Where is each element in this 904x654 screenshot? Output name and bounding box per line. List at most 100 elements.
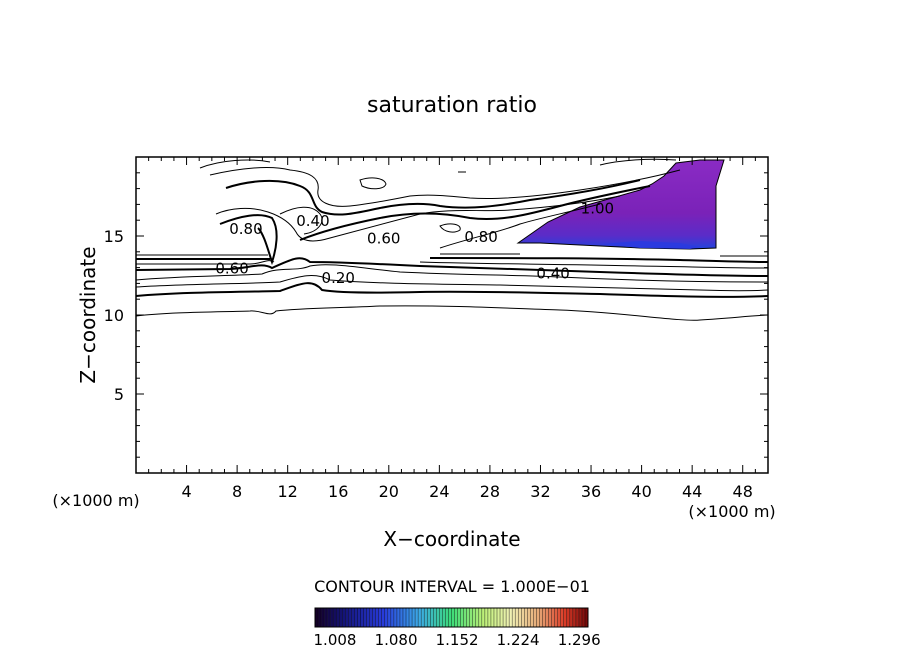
- colorbar-swatch: [466, 608, 470, 627]
- colorbar-swatch: [554, 608, 558, 627]
- colorbar-swatch: [390, 608, 394, 627]
- colorbar-swatch: [396, 608, 400, 627]
- x-tick-label: 36: [581, 482, 601, 501]
- colorbar-swatch: [369, 608, 373, 627]
- colorbar-swatch: [399, 608, 403, 627]
- colorbar-swatch: [357, 608, 361, 627]
- colorbar-swatch: [315, 608, 319, 627]
- y-tick-label: 5: [114, 385, 124, 404]
- colorbar-swatch: [515, 608, 519, 627]
- colorbar-swatch: [497, 608, 501, 627]
- colorbar-swatch: [445, 608, 449, 627]
- contour-lines: [136, 158, 768, 321]
- colorbar-swatch: [566, 608, 570, 627]
- deep-blue-band: [600, 241, 700, 249]
- x-tick-label: 16: [328, 482, 348, 501]
- colorbar-swatch: [509, 608, 513, 627]
- contour-value-label: 0.60: [215, 260, 248, 278]
- colorbar-tick-label: 1.224: [497, 631, 540, 649]
- colorbar-swatch: [575, 608, 579, 627]
- colorbar-swatch: [454, 608, 458, 627]
- colorbar-swatch: [506, 608, 510, 627]
- contour-value-label: 0.20: [322, 269, 355, 287]
- x-axis-title: X−coordinate: [383, 527, 520, 551]
- colorbar-swatch: [503, 608, 507, 627]
- contour-value-label: 0.80: [229, 220, 262, 238]
- colorbar-swatch: [442, 608, 446, 627]
- colorbar-swatch: [548, 608, 552, 627]
- contour-interval-text: CONTOUR INTERVAL = 1.000E−01: [314, 577, 590, 596]
- colorbar-tick-label: 1.296: [558, 631, 601, 649]
- colorbar-swatch: [339, 608, 343, 627]
- colorbar-swatch: [472, 608, 476, 627]
- colorbar-swatch: [436, 608, 440, 627]
- colorbar-swatch: [469, 608, 473, 627]
- colorbar-swatch: [333, 608, 337, 627]
- colorbar-tick-label: 1.008: [314, 631, 357, 649]
- colorbar-swatch: [533, 608, 537, 627]
- colorbar-swatch: [378, 608, 382, 627]
- colorbar-tick-labels: 1.008 1.080 1.152 1.224 1.296: [314, 631, 601, 649]
- colorbar-swatch: [402, 608, 406, 627]
- colorbar-swatch: [572, 608, 576, 627]
- colorbar-swatch: [439, 608, 443, 627]
- contour-value-label: 0.60: [367, 230, 400, 248]
- colorbar-swatch: [375, 608, 379, 627]
- x-tick-label: 28: [480, 482, 500, 501]
- colorbar-swatch: [418, 608, 422, 627]
- colorbar-swatch: [384, 608, 388, 627]
- y-axis-tick-labels: 5 10 15: [104, 227, 124, 404]
- x-tick-label: 8: [232, 482, 242, 501]
- x-tick-label: 32: [530, 482, 550, 501]
- colorbar-swatch: [490, 608, 494, 627]
- colorbar-swatch: [557, 608, 561, 627]
- colorbar-swatch: [321, 608, 325, 627]
- colorbar-swatch: [518, 608, 522, 627]
- colorbar-swatch: [393, 608, 397, 627]
- colorbar-swatch: [409, 608, 413, 627]
- colorbar-swatch: [457, 608, 461, 627]
- colorbar-swatch: [336, 608, 340, 627]
- colorbar-swatch: [351, 608, 355, 627]
- colorbar-swatch: [430, 608, 434, 627]
- x-tick-label: 44: [682, 482, 702, 501]
- x-axis-tick-labels: 4 8 12 16 20 24 28 32 36 40 44 48: [181, 482, 752, 501]
- x-tick-label: 24: [429, 482, 449, 501]
- colorbar-swatch: [542, 608, 546, 627]
- colorbar-swatch: [578, 608, 582, 627]
- colorbar-swatch: [584, 608, 588, 627]
- x-tick-label: 12: [278, 482, 298, 501]
- colorbar-frame: [314, 607, 589, 628]
- colorbar-swatch: [481, 608, 485, 627]
- colorbar-swatch: [512, 608, 516, 627]
- x-unit-label-right: (×1000 m): [688, 502, 775, 521]
- colorbar-swatch: [484, 608, 488, 627]
- colorbar-tick-label: 1.152: [436, 631, 479, 649]
- colorbar-swatch: [354, 608, 358, 627]
- colorbar-swatch: [433, 608, 437, 627]
- colorbar-swatch: [415, 608, 419, 627]
- colorbar-swatch: [460, 608, 464, 627]
- colorbar-swatch: [451, 608, 455, 627]
- contour-value-label: 1.00: [581, 200, 614, 218]
- axis-ticks: [136, 157, 768, 473]
- colorbar-swatch: [551, 608, 555, 627]
- x-tick-label: 4: [181, 482, 191, 501]
- colorbar-swatch: [412, 608, 416, 627]
- colorbar-swatch: [463, 608, 467, 627]
- colorbar-swatch: [387, 608, 391, 627]
- colorbar-swatch: [427, 608, 431, 627]
- colorbar-swatch: [524, 608, 528, 627]
- colorbar-swatch: [545, 608, 549, 627]
- colorbar-swatch: [536, 608, 540, 627]
- y-tick-label: 10: [104, 306, 124, 325]
- colorbar-swatch: [424, 608, 428, 627]
- colorbar-swatch: [421, 608, 425, 627]
- colorbar-swatch: [539, 608, 543, 627]
- x-tick-label: 40: [631, 482, 651, 501]
- contour-value-label: 0.40: [536, 264, 569, 282]
- x-tick-label: 48: [733, 482, 753, 501]
- colorbar-swatch: [360, 608, 364, 627]
- x-tick-label: 20: [379, 482, 399, 501]
